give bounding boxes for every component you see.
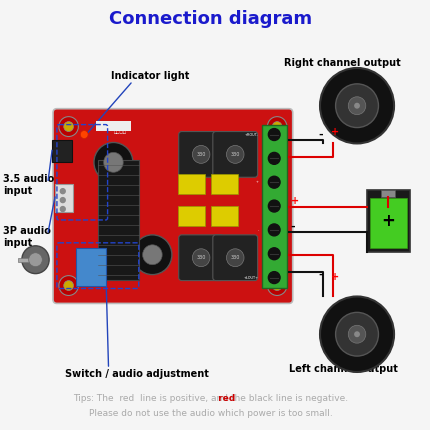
- Text: Switch / audio adjustment: Switch / audio adjustment: [65, 369, 209, 379]
- Text: Tips: The  red  line is positive, and the black line is negative.: Tips: The red line is positive, and the …: [73, 394, 348, 403]
- Circle shape: [192, 145, 210, 163]
- Circle shape: [354, 103, 360, 109]
- Circle shape: [268, 272, 280, 283]
- Text: +: +: [331, 272, 339, 282]
- Circle shape: [348, 325, 366, 343]
- Text: -: -: [291, 222, 295, 232]
- Text: 330: 330: [197, 152, 206, 157]
- Text: +: +: [256, 180, 258, 184]
- Circle shape: [60, 189, 65, 194]
- Circle shape: [354, 331, 360, 337]
- Bar: [381, 190, 395, 197]
- Circle shape: [335, 84, 378, 128]
- Bar: [178, 174, 205, 194]
- Circle shape: [267, 117, 287, 136]
- FancyBboxPatch shape: [179, 132, 224, 177]
- Bar: [211, 206, 238, 226]
- Circle shape: [22, 246, 49, 273]
- Bar: [261, 125, 287, 288]
- FancyBboxPatch shape: [53, 109, 293, 304]
- Circle shape: [268, 200, 280, 212]
- Circle shape: [268, 224, 280, 236]
- Bar: [370, 198, 407, 248]
- Text: 330: 330: [230, 255, 240, 260]
- Circle shape: [268, 248, 280, 260]
- Text: 3P audio
input: 3P audio input: [3, 226, 51, 248]
- Text: -: -: [318, 270, 322, 280]
- Text: +LOUT+: +LOUT+: [244, 276, 258, 280]
- Circle shape: [268, 176, 280, 188]
- Circle shape: [268, 129, 280, 141]
- Bar: [96, 120, 131, 131]
- Circle shape: [268, 152, 280, 164]
- Text: Left channel output: Left channel output: [289, 364, 398, 374]
- FancyBboxPatch shape: [179, 235, 224, 280]
- Text: +: +: [291, 196, 299, 206]
- Circle shape: [335, 312, 378, 356]
- Circle shape: [267, 276, 287, 295]
- Text: 音频输入: 音频输入: [114, 128, 127, 134]
- Text: red: red: [187, 394, 235, 403]
- Circle shape: [348, 97, 366, 115]
- Text: 3.5 audio
input: 3.5 audio input: [3, 175, 55, 196]
- Circle shape: [192, 249, 210, 267]
- Circle shape: [80, 131, 88, 138]
- Bar: [18, 258, 36, 262]
- Bar: [77, 248, 106, 286]
- Text: Right channel output: Right channel output: [284, 58, 401, 68]
- Circle shape: [320, 68, 394, 144]
- Circle shape: [60, 198, 65, 203]
- Bar: [211, 174, 238, 194]
- Bar: [98, 160, 139, 280]
- Text: +: +: [331, 126, 339, 136]
- Bar: [52, 141, 71, 163]
- Circle shape: [60, 206, 65, 212]
- Text: Please do not use the audio which power is too small.: Please do not use the audio which power …: [89, 409, 333, 418]
- Bar: [55, 184, 73, 212]
- Circle shape: [143, 245, 162, 265]
- Circle shape: [29, 253, 42, 267]
- Text: +: +: [381, 212, 395, 230]
- Bar: [178, 206, 205, 226]
- Circle shape: [227, 145, 244, 163]
- Text: Indicator light: Indicator light: [111, 71, 189, 81]
- Circle shape: [94, 142, 133, 182]
- Circle shape: [59, 117, 78, 136]
- Circle shape: [272, 280, 282, 291]
- FancyBboxPatch shape: [213, 235, 258, 280]
- FancyBboxPatch shape: [213, 132, 258, 177]
- Circle shape: [59, 276, 78, 295]
- Text: 330: 330: [230, 152, 240, 157]
- Circle shape: [272, 122, 282, 132]
- Circle shape: [64, 122, 74, 132]
- Circle shape: [64, 280, 74, 291]
- Text: +ROUT-: +ROUT-: [245, 132, 258, 136]
- Text: 330: 330: [197, 255, 206, 260]
- Circle shape: [133, 235, 172, 275]
- Bar: [367, 190, 410, 252]
- Circle shape: [104, 152, 123, 172]
- Text: Connection diagram: Connection diagram: [109, 10, 313, 28]
- Text: -: -: [318, 129, 322, 139]
- Bar: [261, 186, 283, 204]
- Circle shape: [227, 249, 244, 267]
- Circle shape: [320, 296, 394, 372]
